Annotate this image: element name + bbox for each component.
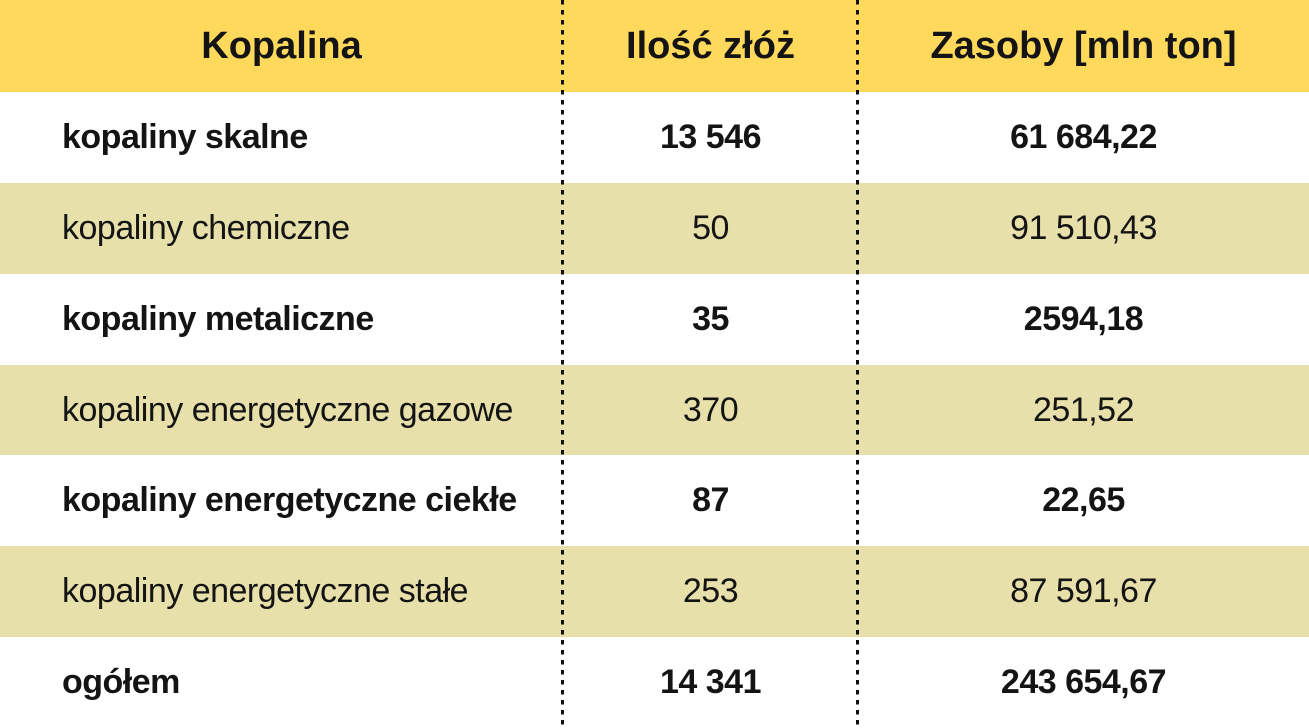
table-row: kopaliny skalne 13 546 61 684,22 xyxy=(0,92,1309,183)
deposit-count-cell: 253 xyxy=(682,572,739,611)
table-row: kopaliny energetyczne stałe 253 87 591,6… xyxy=(0,546,1309,638)
resources-cell: 2594,18 xyxy=(1023,299,1144,338)
mineral-name-cell: kopaliny energetyczne gazowe xyxy=(62,390,513,429)
table-row: kopaliny energetyczne ciekłe 87 22,65 xyxy=(0,455,1309,546)
deposit-count-cell: 14 341 xyxy=(660,663,762,702)
resources-cell: 87 591,67 xyxy=(1010,572,1157,611)
resources-cell: 91 510,43 xyxy=(1010,208,1157,247)
column-header-kopalina: Kopalina xyxy=(201,24,362,67)
resources-cell: 243 654,67 xyxy=(1000,663,1167,702)
table-row-total: ogółem 14 341 243 654,67 xyxy=(0,637,1309,728)
table-row: kopaliny chemiczne 50 91 510,43 xyxy=(0,182,1309,274)
mineral-name-cell: ogółem xyxy=(62,663,180,702)
deposit-count-cell: 370 xyxy=(682,390,739,429)
mineral-name-cell: kopaliny energetyczne ciekłe xyxy=(62,481,517,520)
deposit-count-cell: 35 xyxy=(692,299,729,338)
table-row: kopaliny metaliczne 35 2594,18 xyxy=(0,274,1309,365)
mineral-name-cell: kopaliny chemiczne xyxy=(62,208,350,247)
column-header-ilosc-zloz: Ilość złóż xyxy=(626,24,795,67)
mineral-name-cell: kopaliny metaliczne xyxy=(62,299,374,338)
deposit-count-cell: 13 546 xyxy=(660,117,762,156)
deposit-count-cell: 87 xyxy=(692,481,729,520)
resources-cell: 251,52 xyxy=(1033,390,1135,429)
table-row: kopaliny energetyczne gazowe 370 251,52 xyxy=(0,364,1309,456)
resources-cell: 61 684,22 xyxy=(1010,117,1157,156)
column-header-zasoby: Zasoby [mln ton] xyxy=(930,24,1237,67)
deposit-count-cell: 50 xyxy=(692,208,729,247)
resources-cell: 22,65 xyxy=(1042,481,1125,520)
table-header-row: Kopalina Ilość złóż Zasoby [mln ton] xyxy=(0,0,1309,92)
mineral-name-cell: kopaliny energetyczne stałe xyxy=(62,572,469,611)
mineral-name-cell: kopaliny skalne xyxy=(62,117,308,156)
